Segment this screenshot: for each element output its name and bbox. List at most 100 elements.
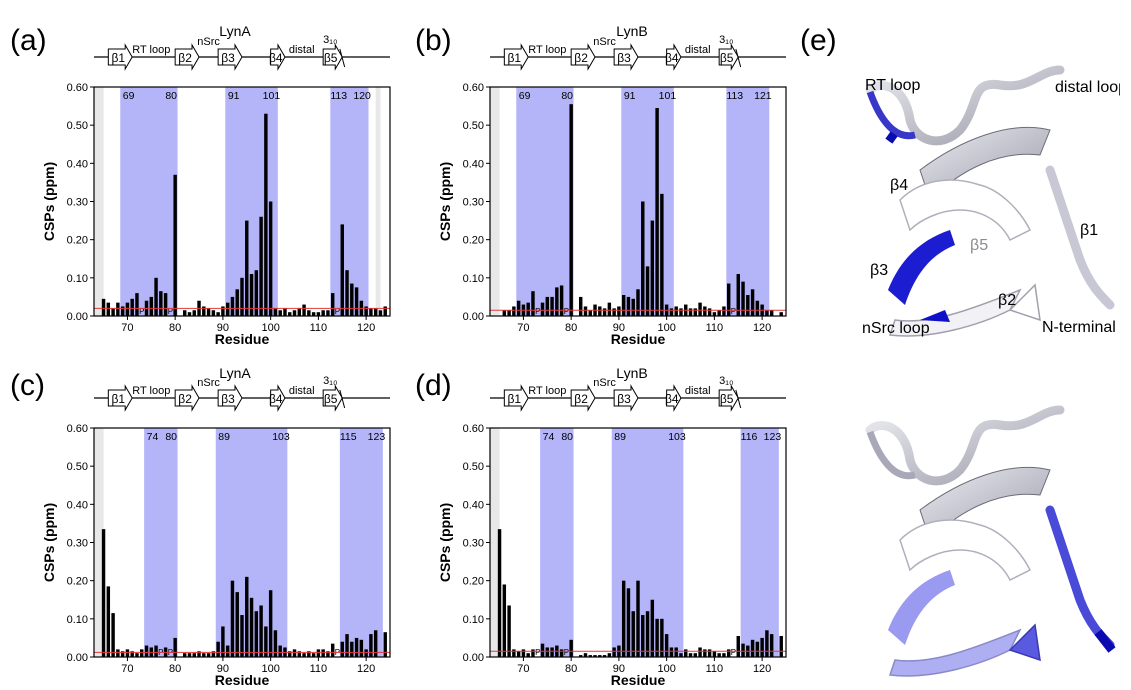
bar	[736, 636, 740, 657]
bar	[125, 302, 130, 316]
secondary-structure-track: β1 β2 β3 β4 β5 RT loop nSrc distal 3₁₀	[490, 375, 786, 412]
bar	[106, 302, 111, 316]
y-tick-label: 0.60	[67, 82, 88, 94]
bar	[221, 306, 225, 316]
x-axis-label: Residue	[215, 672, 270, 688]
bar	[135, 653, 139, 657]
y-tick-label: 0.20	[67, 235, 88, 247]
ss-strand-arrow	[613, 43, 639, 71]
region-start-label: 89	[218, 431, 230, 443]
bar	[741, 281, 745, 316]
bar	[755, 300, 760, 316]
bar	[302, 653, 306, 657]
bar	[373, 630, 378, 657]
x-tick-label: 120	[357, 322, 375, 334]
proline-marker: P	[535, 648, 540, 657]
ss-loop-label: RT loop	[528, 44, 566, 56]
bar	[707, 649, 712, 657]
region-end-label: 121	[754, 90, 772, 102]
bar	[307, 651, 311, 657]
label-beta2: β2	[998, 292, 1016, 309]
ss-strand-arrow	[613, 384, 639, 412]
bar	[779, 312, 783, 316]
region-end-label: 123	[368, 431, 386, 443]
ss-strand-label: β4	[665, 392, 679, 406]
bar	[354, 287, 359, 316]
bar	[292, 649, 297, 657]
ss-strand-arrow	[174, 384, 200, 412]
proline-marker: P	[731, 648, 736, 657]
ss-strand-label: β1	[507, 51, 521, 65]
bar	[202, 653, 206, 657]
bar	[578, 296, 583, 316]
bar	[626, 296, 631, 316]
bar	[254, 270, 259, 316]
shaded-region	[339, 428, 383, 657]
bar	[607, 302, 612, 316]
bar	[326, 651, 330, 657]
bar	[645, 611, 650, 657]
ss-strand-label: β3	[617, 51, 631, 65]
ss-loop-label: 3₁₀	[719, 34, 733, 46]
ss-loop-label: 3₁₀	[719, 375, 733, 387]
bar	[373, 308, 378, 316]
x-tick-label: 110	[310, 322, 328, 334]
bar	[350, 641, 354, 657]
bar	[550, 647, 554, 657]
x-tick-label: 80	[169, 322, 181, 334]
bar	[369, 634, 373, 657]
region-start-label: 89	[614, 431, 626, 443]
ss-loop-label: 3₁₀	[323, 375, 337, 387]
x-tick-label: 100	[657, 663, 675, 675]
bar	[383, 306, 387, 316]
y-tick-label: 0.50	[463, 461, 484, 473]
bar	[345, 634, 349, 657]
label-beta1: β1	[1080, 222, 1098, 239]
bar	[302, 304, 306, 316]
bar	[378, 310, 383, 316]
bar	[249, 274, 254, 316]
y-tick-label: 0.10	[67, 273, 88, 285]
ss-loop-label: 3₁₀	[323, 34, 337, 46]
y-tick-label: 0.00	[463, 652, 484, 664]
bar	[641, 201, 645, 316]
bar	[578, 655, 583, 657]
label-beta3: β3	[870, 262, 888, 279]
bar	[225, 302, 230, 316]
bar	[621, 295, 626, 316]
x-tick-label: 90	[613, 322, 625, 334]
bar	[154, 645, 158, 657]
ss-strand-arrow	[503, 43, 529, 71]
bar	[254, 611, 259, 657]
chart-title: LynA	[219, 23, 251, 39]
ss-strand-label: β1	[111, 51, 125, 65]
bar	[712, 651, 717, 657]
bar	[173, 637, 177, 657]
ss-strand-label: β3	[221, 51, 235, 65]
region-start-label: 113	[330, 90, 347, 102]
ss-strand-label: β2	[178, 51, 192, 65]
ss-loop-label: nSrc	[197, 377, 220, 389]
bar	[559, 649, 564, 657]
y-tick-label: 0.50	[67, 461, 88, 473]
y-tick-label: 0.30	[67, 538, 88, 550]
bar	[717, 310, 721, 316]
bar	[703, 649, 707, 657]
bar	[321, 310, 325, 316]
structure-ribbon-top: RT loop distal loop β4 β1 β5 β3 β2 nSrc …	[862, 65, 1120, 337]
bar	[621, 580, 626, 657]
bar	[598, 655, 602, 657]
bar	[216, 641, 220, 657]
bar	[211, 651, 216, 657]
ss-strand-label: β3	[221, 392, 235, 406]
y-tick-label: 0.30	[463, 197, 484, 209]
bar	[502, 310, 507, 316]
x-tick-label: 70	[121, 322, 133, 334]
bar	[354, 637, 359, 657]
bar	[726, 649, 731, 657]
y-tick-label: 0.10	[463, 273, 484, 285]
ss-loop-label: nSrc	[593, 377, 616, 389]
bar	[502, 584, 507, 657]
ss-strand-arrow	[322, 384, 343, 412]
bar	[249, 597, 254, 657]
